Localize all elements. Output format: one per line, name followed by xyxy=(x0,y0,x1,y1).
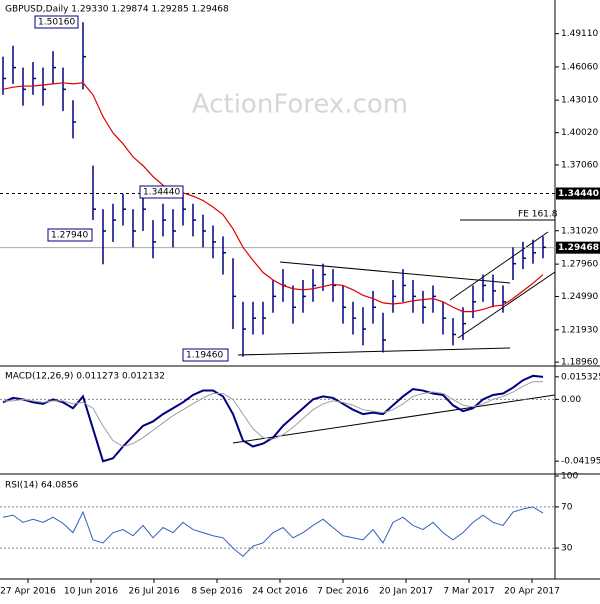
x-tick-label: 7 Dec 2016 xyxy=(317,587,369,597)
price-label-bg xyxy=(556,187,600,200)
x-tick-label: 10 Jun 2016 xyxy=(64,587,118,597)
trendlines xyxy=(232,231,556,444)
x-tick-label: 20 Apr 2017 xyxy=(504,587,560,597)
annotation-box xyxy=(139,185,184,199)
y-tick-label: 100 xyxy=(561,472,578,482)
watermark: ActionForex.com xyxy=(192,90,408,120)
panel-title: GBPUSD,Daily 1.29330 1.29874 1.29285 1.2… xyxy=(5,5,229,15)
y-tick-label: 0.00 xyxy=(561,395,581,405)
y-tick-label: 1.49110 xyxy=(561,29,598,39)
annotation-box xyxy=(182,348,229,362)
y-tick-label: 30 xyxy=(561,544,573,554)
series-line xyxy=(2,82,544,313)
y-tick-label: 1.31020 xyxy=(561,226,598,236)
y-tick-label: 1.43010 xyxy=(561,96,598,106)
y-tick-label: 1.40020 xyxy=(561,128,598,138)
y-tick-label: 1.27960 xyxy=(561,260,598,270)
x-tick-label: 8 Sep 2016 xyxy=(191,587,243,597)
annotation: 1.34440 xyxy=(143,188,180,198)
y-tick-label: 1.18960 xyxy=(561,358,598,368)
y-tick-label: 1.37060 xyxy=(561,160,598,170)
y-tick-label: -0.041957 xyxy=(561,457,600,467)
annotation: 1.50160 xyxy=(38,18,75,28)
y-tick-label: 1.24990 xyxy=(561,292,598,302)
y-tick-label: 1.46060 xyxy=(561,62,598,72)
price-label: 1.29468 xyxy=(558,243,599,253)
annotation: FE 161.8 xyxy=(518,210,558,220)
x-tick-label: 24 Oct 2016 xyxy=(252,587,308,597)
y-tick-label: 70 xyxy=(561,502,573,512)
y-tick-label: 0.015325 xyxy=(561,372,600,382)
annotation-box xyxy=(47,228,93,242)
panel-title: MACD(12,26,9) 0.011273 0.012132 xyxy=(5,372,165,382)
y-tick-label: 1.21930 xyxy=(561,325,598,335)
series-line xyxy=(2,506,544,558)
annotation-box xyxy=(34,15,79,29)
x-tick-label: 27 Apr 2016 xyxy=(0,587,56,597)
annotation: 1.27940 xyxy=(51,231,88,241)
price-label: 1.34440 xyxy=(558,189,599,199)
price-label-bg xyxy=(556,241,600,254)
x-tick-label: 7 Mar 2017 xyxy=(443,587,494,597)
x-tick-label: 26 Jul 2016 xyxy=(129,587,180,597)
series-line xyxy=(2,374,544,463)
x-tick-label: 20 Jan 2017 xyxy=(379,587,433,597)
panel-title: RSI(14) 64.0856 xyxy=(5,481,78,491)
series-line xyxy=(3,381,544,448)
annotation: 1.19460 xyxy=(186,351,223,361)
